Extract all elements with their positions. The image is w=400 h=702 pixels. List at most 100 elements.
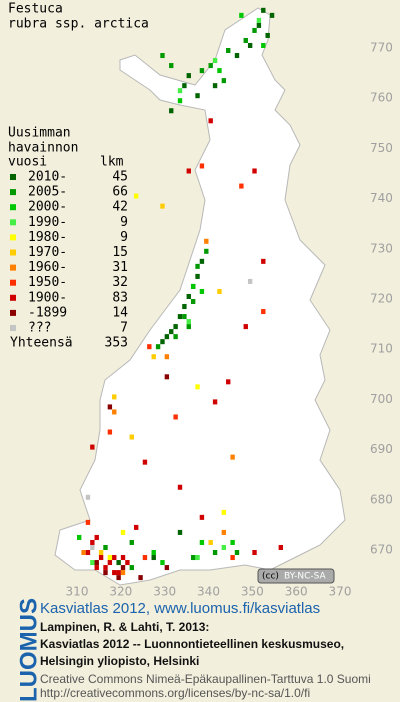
legend-count-heading: lkm (100, 155, 124, 170)
occurrence-square (160, 53, 165, 59)
occurrence-square (252, 550, 257, 556)
occurrence-square (98, 555, 104, 561)
occurrence-square (177, 484, 183, 490)
occurrence-square (261, 258, 266, 264)
y-tick-label: 720 (370, 292, 393, 306)
occurrence-square (116, 570, 121, 576)
y-tick-label: 740 (370, 191, 393, 205)
title-line: rubra ssp. arctica (8, 17, 149, 32)
occurrence-square (103, 570, 108, 576)
occurrence-square (199, 68, 205, 74)
legend-label: 1980- (28, 230, 67, 245)
legend-count: 42 (112, 200, 128, 215)
x-tick-label: 330 (153, 585, 176, 599)
occurrence-square (116, 560, 121, 566)
occurrence-square (173, 334, 178, 340)
legend-swatch (10, 309, 16, 316)
occurrence-square (212, 58, 218, 64)
legend-count: 14 (112, 305, 128, 320)
occurrence-square (160, 203, 165, 209)
occurrence-square (169, 329, 174, 335)
y-tick-label: 680 (370, 492, 393, 506)
occurrence-square (208, 539, 213, 545)
x-tick-label: 310 (66, 585, 89, 599)
legend-label: 1950- (28, 275, 67, 290)
occurrence-square (112, 570, 117, 576)
occurrence-square (164, 354, 170, 360)
occurrence-square (226, 48, 231, 54)
occurrence-square (164, 374, 170, 380)
y-tick-label: 730 (370, 241, 393, 255)
legend-count: 66 (112, 185, 128, 200)
occurrence-square (90, 560, 95, 566)
occurrence-square (190, 283, 196, 289)
atlas-link[interactable]: Kasviatlas 2012, www.luomus.fi/kasviatla… (40, 600, 320, 617)
occurrence-square (234, 550, 240, 556)
legend-count: 83 (112, 290, 128, 305)
total-label: Yhteensä (10, 336, 73, 351)
occurrence-square (265, 32, 270, 38)
occurrence-square (125, 560, 130, 566)
legend-swatch (10, 219, 16, 226)
occurrence-square (195, 384, 200, 390)
license: Creative Commons Nimeä-Epäkaupallinen-Ta… (40, 672, 371, 686)
occurrence-square (151, 550, 156, 556)
occurrence-square (90, 539, 95, 545)
legend-swatch (10, 325, 16, 331)
occurrence-square (147, 344, 152, 350)
occurrence-square (195, 93, 200, 99)
occurrence-square (98, 550, 104, 556)
legend-label: 1960- (28, 260, 67, 275)
occurrence-square (182, 314, 187, 320)
legend-count: 9 (120, 215, 128, 230)
occurrence-square (160, 560, 165, 566)
legend-count: 45 (112, 170, 128, 185)
citation: Helsingin yliopisto, Helsinki (40, 654, 199, 668)
occurrence-square (133, 524, 139, 530)
occurrence-square (116, 575, 121, 581)
legend-heading: Uusimman (8, 126, 71, 141)
legend-label: 2010- (28, 170, 67, 185)
occurrence-square (177, 529, 183, 535)
occurrence-square (177, 88, 183, 94)
occurrence-square (204, 248, 209, 254)
x-tick-label: 360 (285, 585, 308, 599)
occurrence-square (243, 37, 248, 43)
occurrence-square (199, 514, 205, 520)
occurrence-square (186, 168, 191, 174)
occurrence-square (247, 42, 253, 48)
legend-count: 7 (120, 321, 128, 336)
occurrence-square (212, 83, 218, 89)
occurrence-square (90, 544, 95, 550)
occurrence-square (186, 73, 191, 79)
y-tick-label: 690 (370, 442, 393, 456)
occurrence-square (230, 539, 235, 545)
occurrence-square (217, 68, 222, 74)
occurrence-square (234, 53, 240, 59)
occurrence-square (195, 555, 200, 561)
occurrence-square (221, 509, 227, 515)
occurrence-square (112, 409, 117, 415)
occurrence-square (120, 565, 126, 571)
occurrence-square (112, 555, 117, 561)
occurrence-square (94, 565, 99, 571)
legend-label: 2005- (28, 185, 67, 200)
occurrence-square (85, 519, 91, 525)
occurrence-square (173, 324, 178, 330)
occurrence-square (120, 555, 126, 561)
legend-label: 1900- (28, 290, 67, 305)
legend-label: -1899 (28, 305, 67, 320)
legend-heading: havainnon (8, 141, 78, 156)
legend-swatch (10, 294, 16, 301)
license-url[interactable]: http://creativecommons.org/licenses/by-n… (40, 686, 310, 700)
occurrence-square (85, 494, 91, 500)
occurrence-square (103, 565, 108, 571)
occurrence-square (129, 434, 134, 440)
occurrence-square (199, 539, 205, 545)
occurrence-square (94, 560, 99, 566)
occurrence-square (173, 414, 178, 420)
occurrence-square (190, 299, 196, 305)
occurrence-square (239, 12, 244, 18)
occurrence-square (85, 550, 91, 556)
occurrence-square (243, 324, 248, 330)
